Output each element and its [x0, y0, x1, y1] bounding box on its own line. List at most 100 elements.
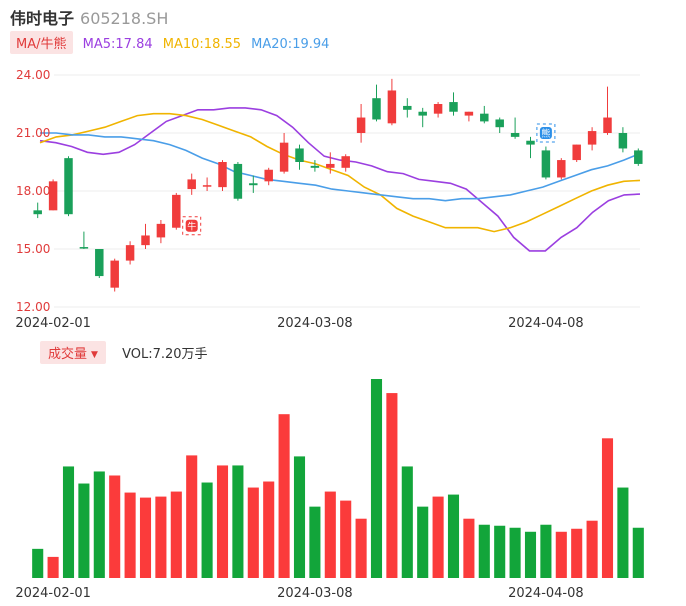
candle	[110, 258, 119, 292]
ma-indicator-selector[interactable]: MA/牛熊	[10, 31, 73, 54]
candle-body	[603, 117, 612, 133]
volume-bar	[509, 527, 521, 578]
candle-body	[279, 142, 289, 172]
candle-body	[326, 163, 335, 168]
volume-bar	[309, 506, 321, 578]
candle	[403, 98, 412, 118]
volume-bars	[32, 379, 644, 578]
signal-badge: 牛	[182, 216, 202, 236]
candle	[326, 152, 335, 174]
candle-body	[110, 260, 119, 288]
candle-body	[341, 156, 350, 168]
candle-body	[64, 158, 73, 215]
candle	[310, 160, 320, 172]
badge-fill	[185, 219, 198, 232]
volume-bar	[555, 531, 567, 578]
candle-body	[48, 181, 58, 211]
candle-body	[95, 249, 104, 277]
candle-body	[526, 140, 535, 145]
volume-bar	[632, 527, 644, 578]
candle-body	[587, 131, 597, 145]
volume-bar	[586, 520, 598, 578]
candle	[79, 231, 89, 249]
candle-body	[141, 235, 150, 246]
volume-date-label: 2024-04-08	[508, 586, 584, 601]
price-tick-label: 15.00	[16, 242, 50, 256]
badge-frame	[182, 216, 202, 236]
candle	[295, 144, 304, 170]
candle	[480, 105, 489, 124]
candle	[95, 249, 104, 278]
volume-bar	[155, 496, 167, 578]
badge-frame	[536, 123, 556, 143]
candle	[510, 117, 520, 139]
candle-body	[433, 104, 443, 114]
stock-header: 伟时电子 605218.SH	[10, 5, 169, 28]
candle-body	[125, 245, 135, 261]
candle-body	[372, 98, 381, 120]
candle	[218, 160, 227, 191]
volume-bar	[401, 466, 413, 578]
candle	[433, 102, 443, 118]
candles	[33, 78, 643, 292]
volume-bar	[201, 482, 213, 578]
moving-average-lines	[39, 107, 641, 252]
price-tick-label: 21.00	[16, 126, 50, 140]
candle-body	[295, 148, 304, 162]
candle-body	[156, 223, 166, 238]
volume-bar	[124, 492, 136, 578]
volume-bar	[263, 481, 275, 578]
ma20-line	[40, 132, 641, 202]
volume-bar	[93, 471, 105, 578]
volume-bar	[355, 518, 367, 578]
candle-body	[541, 150, 551, 178]
candle-body	[33, 210, 42, 215]
candle-body	[464, 111, 474, 116]
candle-body	[510, 133, 520, 137]
ma-legend: MA/牛熊 MA5:17.84 MA10:18.55 MA20:19.94	[10, 31, 330, 54]
candle	[64, 156, 73, 217]
candle	[587, 127, 597, 151]
volume-selector-label: 成交量	[48, 347, 88, 362]
volume-bar	[432, 496, 444, 578]
volume-bar	[340, 500, 352, 578]
candle	[341, 154, 350, 172]
volume-bar	[324, 491, 336, 578]
candle	[526, 136, 535, 159]
volume-bar	[463, 518, 475, 578]
volume-bar	[540, 524, 552, 578]
candle-body	[264, 169, 273, 182]
ma20-legend: MA20:19.94	[251, 37, 330, 52]
price-date-label: 2024-02-01	[15, 316, 91, 331]
volume-bar	[386, 393, 398, 578]
stock-name: 伟时电子	[10, 9, 75, 28]
volume-bar	[601, 438, 614, 578]
volume-bar	[139, 497, 152, 578]
volume-bar	[447, 494, 460, 578]
candle-body	[172, 194, 181, 228]
candle	[233, 162, 243, 201]
candle-body	[634, 150, 643, 164]
candle-body	[418, 111, 427, 116]
candle	[33, 202, 42, 219]
price-tick-label: 12.00	[16, 300, 50, 314]
candle	[449, 92, 458, 116]
volume-indicator-selector[interactable]: 成交量 ▼	[40, 341, 106, 364]
volume-bar	[370, 379, 383, 578]
ma10-legend: MA10:18.55	[162, 37, 242, 52]
candle-body	[187, 179, 196, 190]
candle-body	[403, 105, 412, 110]
volume-date-label: 2024-02-01	[15, 586, 91, 601]
candle	[387, 78, 397, 126]
badge-label: 牛	[187, 220, 196, 232]
ma5-legend: MA5:17.84	[82, 37, 153, 52]
candle-body	[79, 247, 89, 249]
volume-bar	[278, 414, 290, 578]
candle	[495, 117, 504, 133]
candle	[264, 167, 273, 186]
signal-badges: 牛熊	[182, 123, 556, 236]
price-tick-label: 24.00	[16, 68, 50, 82]
stock-code: 605218.SH	[80, 9, 169, 28]
candle-body	[202, 185, 212, 187]
